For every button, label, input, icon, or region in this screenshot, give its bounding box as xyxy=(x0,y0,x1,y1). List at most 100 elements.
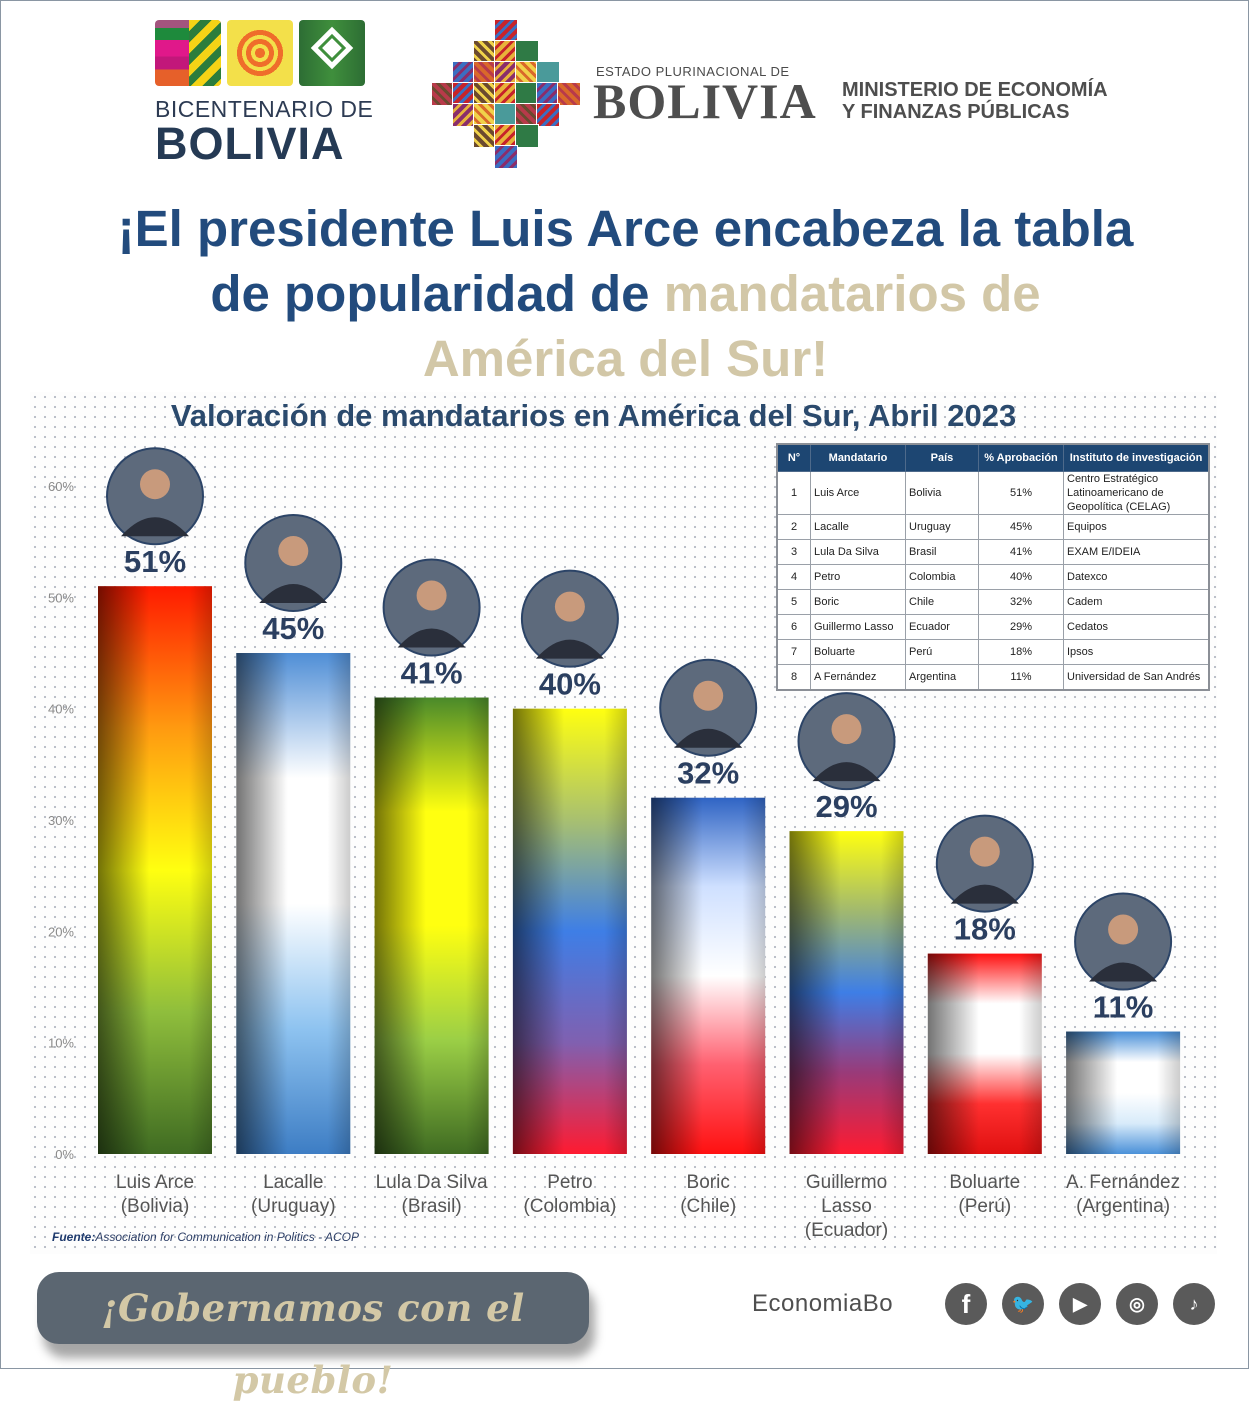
portrait-face xyxy=(1108,914,1139,945)
bar-shading xyxy=(512,708,627,1154)
portrait-body xyxy=(397,628,466,648)
bar-shading xyxy=(927,953,1042,1154)
portrait-face xyxy=(140,469,170,500)
table-cell: 1 xyxy=(776,471,811,515)
x-tick-label: (Uruguay) xyxy=(251,1196,335,1217)
x-tick-label: (Ecuador) xyxy=(805,1220,888,1241)
table-cell: Boluarte xyxy=(810,639,906,665)
data-label: 11% xyxy=(1093,990,1153,1025)
table-header-cell: N° xyxy=(776,443,811,472)
chakana-tile xyxy=(473,61,497,85)
bicentenario-emblem xyxy=(155,20,375,86)
chakana-tile xyxy=(494,124,518,148)
y-tick-label: 10% xyxy=(48,1036,74,1051)
portrait-face xyxy=(831,714,862,745)
data-label: 18% xyxy=(954,912,1016,947)
table-header-cell: Mandatario xyxy=(810,443,906,472)
table-row: 1 Luis Arce Bolivia 51% Centro Estratégico L… xyxy=(776,471,1210,515)
instagram-icon[interactable]: ◎ xyxy=(1116,1283,1158,1325)
table-row: 5 Boric Chile 32% Cadem xyxy=(776,589,1210,615)
data-label: 29% xyxy=(815,789,877,824)
headline-accent-text: mandatarios de xyxy=(663,265,1041,322)
table-cell: Uruguay xyxy=(905,514,979,540)
portrait-body xyxy=(812,762,881,782)
chakana-tile xyxy=(452,82,476,106)
headline-line3: América del Sur! xyxy=(422,330,829,387)
portrait-body xyxy=(121,517,189,537)
table-cell: Ipsos xyxy=(1063,639,1210,665)
table-header-row: N° Mandatario País% Aprobación Instituto de… xyxy=(776,443,1210,472)
x-tick-label: Lasso xyxy=(821,1196,872,1217)
chakana-tile xyxy=(431,82,455,106)
table-cell: Lacalle xyxy=(810,514,906,540)
chakana-tile xyxy=(536,82,560,106)
chakana-tile xyxy=(494,19,518,43)
estado-plurinacional-text: ESTADO PLURINACIONAL DE xyxy=(596,64,790,79)
source-note: Fuente:Association for Communication in … xyxy=(52,1230,359,1244)
bar-shading xyxy=(374,697,489,1154)
y-tick-label: 50% xyxy=(48,590,74,605)
table-cell: EXAM E/IDEIA xyxy=(1063,539,1210,565)
chakana-tile xyxy=(473,40,497,64)
chakana-tile xyxy=(494,82,518,106)
portrait-label: Lacalle xyxy=(292,622,296,624)
table-cell: Colombia xyxy=(905,564,979,590)
table-cell: Equipos xyxy=(1063,514,1210,540)
table-cell: Universidad de San Andrés xyxy=(1063,664,1210,691)
table-cell: Lula Da Silva xyxy=(810,539,906,565)
table-header-cell: País xyxy=(905,443,979,472)
x-tick-label: Lacalle xyxy=(263,1172,323,1193)
portrait-face xyxy=(416,580,447,611)
table-cell: 11% xyxy=(978,664,1064,691)
emblem-tile-0-diamond xyxy=(299,20,365,86)
table-cell: 40% xyxy=(978,564,1064,590)
chakana-tile xyxy=(494,145,518,169)
social-handle[interactable]: EconomiaBo xyxy=(752,1290,894,1317)
table-cell: 2 xyxy=(776,514,811,540)
table-cell: Luis Arce xyxy=(810,471,906,515)
headline-line2: de popularidad de mandatarios de xyxy=(20,261,1231,326)
youtube-icon[interactable]: ▶ xyxy=(1059,1283,1101,1325)
chakana-tile xyxy=(536,103,560,127)
emblem-tile-0-spiral xyxy=(227,20,293,86)
bolivia-wordmark: BOLIVIA xyxy=(593,73,817,129)
portrait-face xyxy=(278,536,309,566)
chakana-tile xyxy=(515,124,539,148)
portrait-label: Guillermo Lasso xyxy=(843,800,851,802)
data-label: 51% xyxy=(124,544,186,579)
table-cell: A Fernández xyxy=(810,664,906,691)
bar-chart: 0% 10% 20% 30% 40% 50% 60% 51% Luis Arce Luis Arc… xyxy=(48,447,1180,1241)
data-label: 40% xyxy=(539,667,601,702)
portrait-body xyxy=(674,728,743,748)
portrait-body xyxy=(1089,962,1158,982)
portrait-body xyxy=(259,584,328,603)
table-cell: 29% xyxy=(978,614,1064,640)
x-tick-label: (Perú) xyxy=(958,1196,1011,1217)
chakana-tile xyxy=(515,103,539,127)
y-tick-label: 0% xyxy=(55,1147,74,1162)
x-tick-label: Guillermo xyxy=(806,1172,887,1193)
ministerio-name: MINISTERIO DE ECONOMÍA Y FINANZAS PÚBLIC… xyxy=(842,79,1108,123)
data-label: 41% xyxy=(401,656,463,691)
facebook-icon[interactable]: f xyxy=(945,1283,987,1325)
headline: ¡El presidente Luis Arce encabeza la tab… xyxy=(20,196,1231,391)
y-tick-label: 30% xyxy=(48,813,74,828)
chakana-tile xyxy=(452,61,476,85)
chakana-tile xyxy=(536,61,560,85)
table-row: 2 Lacalle Uruguay 45% Equipos xyxy=(776,514,1210,540)
tiktok-icon[interactable]: ♪ xyxy=(1173,1283,1215,1325)
chakana-tile xyxy=(494,103,518,127)
portrait-body xyxy=(535,639,604,659)
table-cell: Datexco xyxy=(1063,564,1210,590)
table-cell: 32% xyxy=(978,589,1064,615)
twitter-icon[interactable]: 🐦 xyxy=(1002,1283,1044,1325)
bicentenario-bolivia-text: BOLIVIA xyxy=(155,118,345,169)
portrait-body xyxy=(950,884,1019,904)
portrait-face xyxy=(554,591,585,622)
table-row: 7 Boluarte Perú 18% Ipsos xyxy=(776,639,1210,665)
source-text: Association for Communication in Politic… xyxy=(95,1230,359,1244)
table-row: 4 Petro Colombia 40% Datexco xyxy=(776,564,1210,590)
chakana-tile xyxy=(557,82,581,106)
chakana-tile xyxy=(515,82,539,106)
